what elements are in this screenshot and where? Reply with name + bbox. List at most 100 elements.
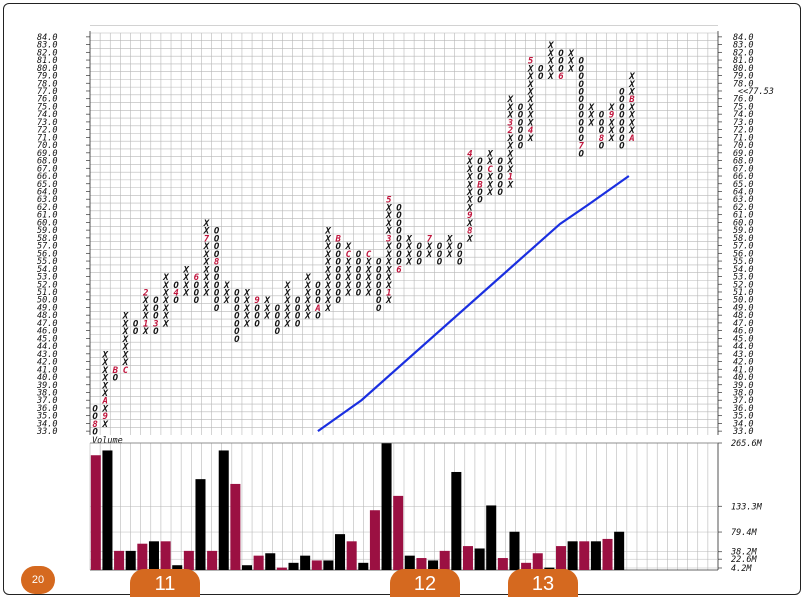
x-mark: X [203,281,210,291]
x-mark: X [284,281,291,291]
volume-bar [474,548,485,570]
x-mark: X [365,288,372,298]
o-mark: O [416,250,422,260]
x-mark: X [122,327,129,337]
month-label: 1 [143,319,148,329]
x-mark: X [608,103,615,113]
x-mark: X [628,80,635,90]
o-mark: O [538,64,544,74]
month-label: B [334,234,341,244]
volume-bar [532,553,543,570]
o-mark: O [92,404,98,414]
callout-badge-11[interactable]: 11 [130,569,200,597]
month-label: 9 [467,211,472,221]
volume-bar [172,565,183,570]
x-mark: X [507,111,514,121]
o-mark: O [376,296,382,306]
o-mark: O [133,327,139,337]
month-label: 9 [609,111,614,121]
x-mark: X [264,312,271,322]
y-tick-label-right: 74.0 [733,110,753,120]
volume-bar [346,541,357,570]
x-mark: X [547,72,554,82]
x-mark: X [527,87,534,97]
o-mark: O [619,134,625,144]
x-mark: X [385,227,392,237]
o-mark: O [396,234,402,244]
o-mark: O [113,374,119,384]
y-tick-label-left: 38.0 [36,388,57,398]
y-tick-label-right: 67.0 [733,164,753,174]
o-mark: O [619,142,625,152]
o-mark: O [133,319,139,329]
o-mark: O [416,258,422,268]
y-tick-label-left: 54.0 [37,265,57,275]
o-mark: O [498,157,504,167]
current-price-label-left: 77.0 [37,87,57,97]
y-tick-label-left: 65.0 [37,180,57,190]
y-tick-label-left: 72.0 [37,126,57,136]
x-mark: X [142,312,149,322]
volume-tick-label: 79.4M [731,528,757,538]
o-mark: O [356,265,362,275]
o-mark: O [92,428,98,438]
o-mark: O [558,64,564,74]
x-mark: X [203,227,210,237]
volume-bar [288,562,299,570]
o-mark: O [234,296,240,306]
o-mark: O [315,281,321,291]
volume-bar [614,531,625,570]
x-mark: X [162,281,169,291]
y-tick-label-left: 42.0 [37,358,57,368]
x-mark: X [101,366,108,376]
x-mark: X [284,319,291,329]
y-tick-label-left: 55.0 [37,257,57,267]
o-mark: O [498,188,504,198]
x-mark: X [203,242,210,252]
x-mark: X [203,258,210,268]
x-mark: X [162,312,169,322]
month-label: 2 [142,288,148,298]
y-tick-label-left: 78.0 [37,79,57,89]
y-tick-label-right: 73.0 [733,118,753,128]
x-mark: X [101,404,108,414]
y-tick-label-right: 59.0 [733,226,753,236]
y-tick-label-left: 49.0 [37,303,57,313]
callout-badge-13[interactable]: 13 [508,569,578,597]
x-mark: X [466,203,473,213]
y-tick-label-left: 40.0 [37,373,57,383]
o-mark: O [416,242,422,252]
o-mark: O [376,288,382,298]
o-mark: O [153,327,159,337]
x-mark: X [405,250,412,260]
y-tick-label-left: 34.0 [36,419,57,429]
y-tick-label-left: 80.0 [37,64,57,74]
callout-badge-12[interactable]: 12 [390,569,460,597]
x-mark: X [608,126,615,136]
month-label: 6 [396,265,402,275]
x-mark: X [446,234,453,244]
o-mark: O [579,87,585,97]
y-tick-label-right: 41.0 [733,365,753,375]
month-label: A [101,397,107,407]
y-tick-label-left: 79.0 [37,72,57,82]
y-tick-label-left: 53.0 [37,273,57,283]
month-label: C [346,250,352,260]
trendline [317,175,630,433]
y-tick-label-left: 66.0 [37,172,57,182]
x-mark: X [385,273,392,283]
x-mark: X [183,288,190,298]
o-mark: O [234,335,240,345]
x-mark: X [385,242,392,252]
volume-bar [253,555,264,570]
x-mark: X [345,281,352,291]
y-tick-label-left: 33.0 [36,427,57,437]
o-mark: O [335,288,341,298]
o-mark: O [477,157,483,167]
y-tick-label-right: 78.0 [733,79,753,89]
y-tick-label-left: 74.0 [37,110,57,120]
volume-bar [230,483,241,570]
x-mark: X [507,103,514,113]
callout-label-11: 11 [154,573,176,595]
x-mark: X [324,281,331,291]
